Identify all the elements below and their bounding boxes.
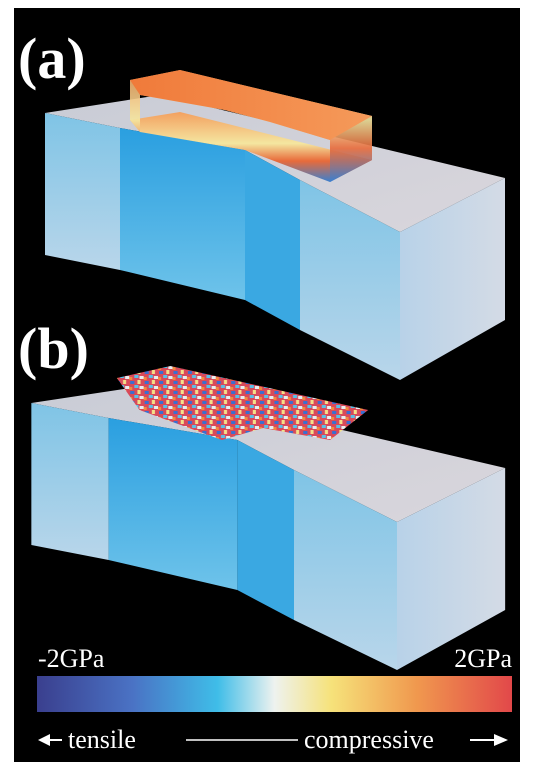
colorbar-gradient bbox=[37, 676, 512, 712]
panel-label: (a) bbox=[18, 26, 86, 91]
tensile-label: tensile bbox=[68, 725, 136, 754]
colorbar-max-label: 2GPa bbox=[454, 644, 512, 673]
panel-label: (b) bbox=[18, 316, 89, 381]
colorbar-min-label: -2GPa bbox=[38, 644, 105, 673]
compressive-label: compressive bbox=[304, 725, 434, 754]
figure: (a) (b) -2GPa 2GPa tensile compressive bbox=[0, 0, 534, 772]
